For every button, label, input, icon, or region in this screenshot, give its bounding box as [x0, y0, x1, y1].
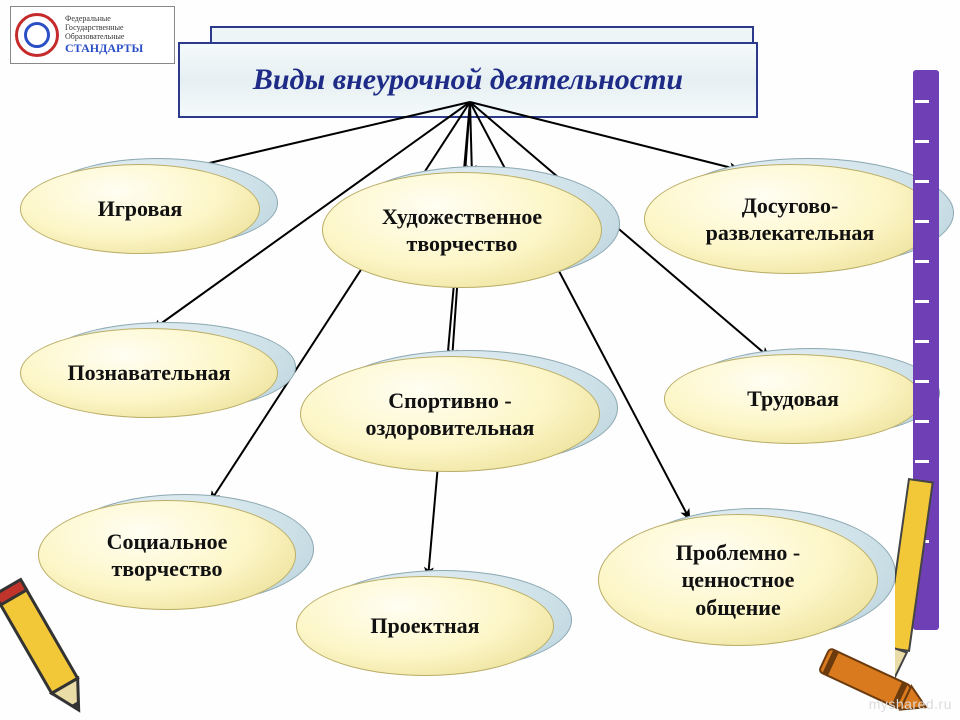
- logo-line3: Образовательные: [65, 32, 124, 41]
- logo-line1: Федеральные: [65, 14, 111, 23]
- node-hudozh: Художественноетворчество: [322, 172, 602, 288]
- logo-text: Федеральные Государственные Образователь…: [65, 15, 143, 55]
- logo-line2: Государственные: [65, 23, 124, 32]
- ruler-pencil-right-icon: [895, 60, 960, 700]
- node-igrovaya: Игровая: [20, 164, 260, 254]
- node-problem: Проблемно -ценностноеобщение: [598, 514, 878, 646]
- node-dosug: Досугово-развлекательная: [644, 164, 936, 274]
- node-sport: Спортивно -оздоровительная: [300, 356, 600, 472]
- watermark: myshared.ru: [869, 696, 952, 712]
- logo-mark: [15, 13, 59, 57]
- node-poznavat: Познавательная: [20, 328, 278, 418]
- node-proekt: Проектная: [296, 576, 554, 676]
- title-text: Виды внеурочной деятельности: [253, 63, 683, 97]
- logo-brand: СТАНДАРТЫ: [65, 42, 143, 55]
- node-trud: Трудовая: [664, 354, 922, 444]
- diagram-canvas: Федеральные Государственные Образователь…: [0, 0, 960, 720]
- fgos-logo: Федеральные Государственные Образователь…: [10, 6, 175, 64]
- title-box: Виды внеурочной деятельности: [178, 42, 758, 118]
- pencil-bottom-left-icon: [0, 560, 144, 720]
